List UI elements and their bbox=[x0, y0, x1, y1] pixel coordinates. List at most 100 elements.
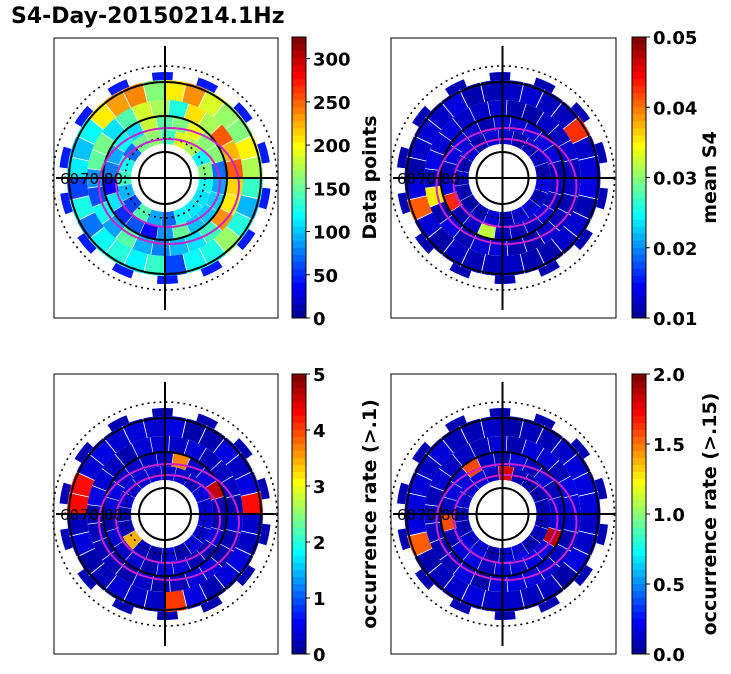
heat-bin bbox=[219, 193, 241, 215]
heat-bin bbox=[534, 498, 551, 514]
heat-bin bbox=[213, 101, 242, 129]
heat-bin bbox=[124, 457, 145, 478]
colorbar-segment bbox=[292, 626, 306, 634]
heat-bin bbox=[404, 157, 427, 178]
heat-bin bbox=[132, 203, 152, 222]
heat-bin bbox=[103, 497, 119, 514]
heat-bin bbox=[574, 229, 593, 251]
colorbar-segment bbox=[632, 254, 646, 263]
colorbar-segment bbox=[632, 479, 646, 487]
polar-panel-4: 60 70 80 0.0 0.5 1.0 1.5 2.0 occurrence rate (>.… bbox=[389, 365, 721, 666]
colorbar-segment bbox=[292, 598, 306, 606]
colorbar-segment bbox=[632, 44, 646, 52]
heat-bin bbox=[489, 407, 511, 417]
heat-bin bbox=[536, 425, 563, 453]
heat-bin bbox=[111, 262, 134, 279]
heat-bin bbox=[192, 525, 211, 544]
colorbar-frame bbox=[291, 36, 307, 319]
colorbar-segment bbox=[632, 268, 646, 277]
heat-bin bbox=[397, 192, 411, 215]
heat-bin bbox=[488, 575, 508, 592]
colorbar-tick-label: 1.0 bbox=[653, 505, 685, 526]
heat-bin bbox=[460, 194, 480, 214]
colorbar-segment bbox=[292, 198, 306, 207]
colorbar-segment bbox=[292, 37, 306, 45]
colorbar-segment bbox=[632, 500, 646, 508]
heat-bin bbox=[480, 80, 502, 102]
heat-bin bbox=[144, 590, 165, 612]
colorbar-segment bbox=[632, 226, 646, 235]
colorbar-segment bbox=[632, 626, 646, 634]
heat-bin bbox=[257, 141, 270, 164]
heat-bin bbox=[103, 161, 119, 178]
heat-bin bbox=[494, 611, 516, 620]
heat-bin bbox=[563, 211, 591, 239]
heat-bin bbox=[440, 514, 457, 532]
heat-bin bbox=[425, 101, 454, 130]
heat-bin bbox=[124, 121, 145, 142]
heat-bin bbox=[470, 203, 489, 222]
heat-bin bbox=[132, 539, 152, 558]
colorbar-segment bbox=[632, 282, 646, 291]
colorbar-tick-label: 5 bbox=[313, 365, 326, 386]
heat-bin bbox=[196, 539, 218, 561]
heat-bin bbox=[241, 514, 263, 535]
heat-bin bbox=[88, 101, 116, 130]
colorbar-segment bbox=[632, 156, 646, 164]
colorbar-segment bbox=[292, 465, 306, 473]
colorbar-segment bbox=[292, 374, 306, 382]
latitude-label: 80 bbox=[104, 170, 123, 188]
figure-title: S4-Day-20150214.1Hz bbox=[11, 4, 285, 29]
colorbar-segment bbox=[292, 233, 306, 242]
heat-bin bbox=[414, 548, 442, 576]
colorbar-segment bbox=[632, 86, 646, 94]
heat-bin bbox=[538, 596, 560, 613]
heat-bin bbox=[196, 413, 219, 430]
heat-bin bbox=[233, 438, 253, 459]
colorbar-segment bbox=[292, 584, 306, 592]
colorbar-segment bbox=[292, 423, 306, 431]
colorbar-segment bbox=[632, 395, 646, 403]
colorbar-segment bbox=[292, 247, 306, 256]
heat-bin bbox=[534, 539, 555, 561]
heat-bin bbox=[460, 479, 480, 498]
heat-bin bbox=[450, 540, 472, 561]
colorbar-segment bbox=[632, 381, 646, 389]
heat-bin bbox=[425, 437, 454, 466]
colorbar-segment bbox=[632, 493, 646, 501]
heat-bin bbox=[455, 155, 473, 173]
colorbar-segment bbox=[632, 128, 646, 136]
heat-bin bbox=[165, 590, 187, 612]
heat-bin bbox=[460, 143, 480, 162]
heat-bin bbox=[522, 550, 544, 571]
heat-bin bbox=[117, 491, 135, 509]
colorbar-segment bbox=[292, 479, 306, 487]
colorbar: 0 50 100 150 200 250 300 Data points bbox=[291, 36, 381, 330]
colorbar-segment bbox=[292, 205, 306, 214]
colorbar-segment bbox=[632, 458, 646, 466]
heat-bin bbox=[156, 275, 179, 284]
colorbar-tick-label: 150 bbox=[313, 179, 351, 200]
colorbar-segment bbox=[632, 247, 646, 256]
colorbar-segment bbox=[292, 437, 306, 445]
heat-bin bbox=[185, 550, 206, 571]
heat-bin bbox=[426, 227, 454, 255]
heat-bin bbox=[198, 89, 226, 117]
colorbar-segment bbox=[292, 486, 306, 494]
colorbar-segment bbox=[632, 535, 646, 543]
colorbar-segment bbox=[632, 100, 646, 108]
colorbar-segment bbox=[292, 612, 306, 620]
colorbar-segment bbox=[292, 640, 306, 648]
colorbar-segment bbox=[292, 156, 306, 164]
colorbar: 0.0 0.5 1.0 1.5 2.0 occurrence rate (>.15) bbox=[631, 365, 721, 666]
colorbar-tick-label: 50 bbox=[313, 266, 338, 287]
heat-bin bbox=[445, 79, 467, 96]
colorbar-segment bbox=[632, 633, 646, 641]
colorbar-segment bbox=[632, 219, 646, 228]
colorbar-tick-label: 0.03 bbox=[653, 169, 697, 190]
colorbar-segment bbox=[292, 472, 306, 480]
latitude-label: 70 bbox=[417, 170, 436, 188]
heat-bin bbox=[226, 211, 254, 239]
colorbar-segment bbox=[632, 184, 646, 193]
heat-bin bbox=[534, 162, 551, 178]
